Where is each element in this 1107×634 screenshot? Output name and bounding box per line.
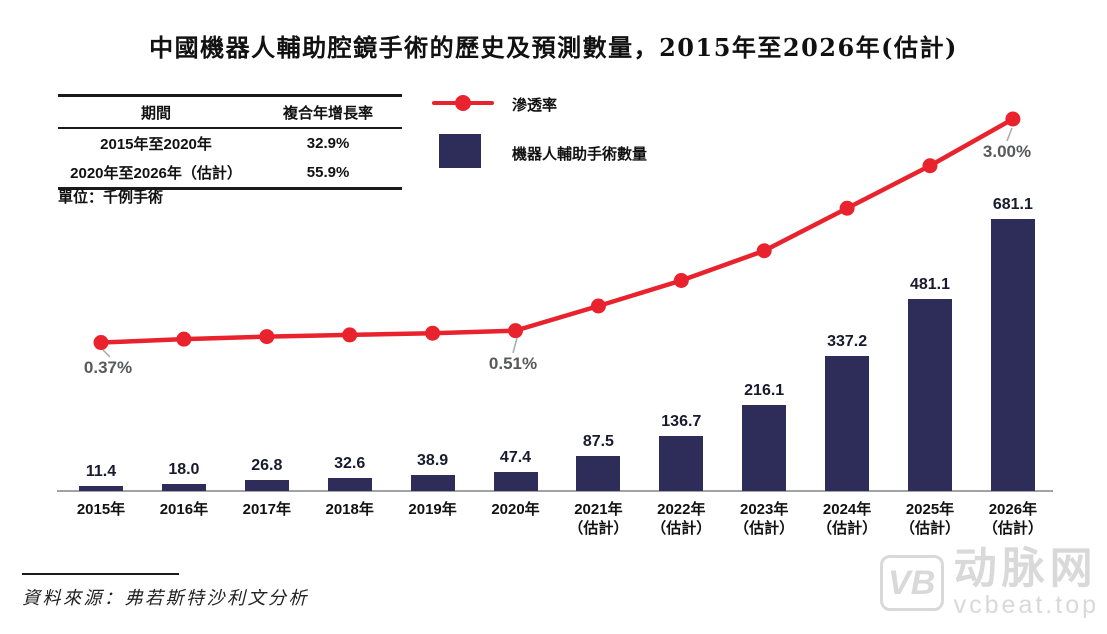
line-point bbox=[93, 335, 109, 351]
bar-value-label: 32.6 bbox=[334, 454, 366, 472]
line-point bbox=[590, 298, 606, 314]
line-point bbox=[342, 327, 358, 343]
cagr-rate-2020-2026: 55.9% bbox=[306, 164, 350, 181]
table-row: 2020年至2026年（估計） 55.9% bbox=[58, 158, 402, 189]
bar-value-label: 47.4 bbox=[499, 449, 532, 467]
watermark-site: vcbeat.top bbox=[953, 591, 1099, 619]
bar-2022年 bbox=[659, 436, 704, 491]
x-axis-label: 2021年 （估計） bbox=[568, 501, 629, 537]
bar-value-label: 481.1 bbox=[909, 275, 951, 293]
watermark: VB 动脉网 vcbeat.top bbox=[879, 545, 1099, 619]
line-point bbox=[176, 331, 192, 347]
cagr-table-header-row: 期間 複合年增長率 bbox=[58, 95, 402, 129]
bar-value-label: 337.2 bbox=[827, 333, 868, 351]
bar-value-label: 26.8 bbox=[251, 457, 283, 475]
bar-2026年 bbox=[990, 218, 1035, 491]
unit-note: 單位：千例手術 bbox=[58, 189, 164, 206]
x-axis-label: 2020年 bbox=[491, 501, 540, 518]
x-axis-label: 2015年 bbox=[76, 501, 126, 518]
bar-2024年 bbox=[825, 356, 870, 491]
bar-value-label: 87.5 bbox=[582, 433, 614, 450]
bar-2020年 bbox=[493, 472, 538, 491]
bar-2019年 bbox=[410, 475, 455, 491]
x-axis-label: 2016年 bbox=[159, 501, 209, 518]
label-leader-line bbox=[102, 349, 111, 358]
bar-2017年 bbox=[244, 480, 289, 491]
line-point bbox=[425, 325, 441, 341]
bar-2015年 bbox=[79, 486, 123, 491]
line-point bbox=[756, 243, 772, 259]
bar-2016年 bbox=[161, 483, 206, 491]
bar-value-label: 216.1 bbox=[744, 381, 785, 399]
bar-value-label: 681.1 bbox=[992, 195, 1033, 213]
chart-title: 中國機器人輔助腔鏡手術的歷史及預測數量，2015年至2026年(估計) bbox=[149, 33, 958, 62]
x-axis-label: 2019年 bbox=[408, 501, 457, 518]
line-point bbox=[922, 158, 938, 174]
x-axis-label: 2025年 （估計） bbox=[899, 501, 960, 537]
bar-2025年 bbox=[908, 298, 952, 491]
cagr-rate-2015-2020: 32.9% bbox=[306, 135, 350, 152]
penetration-label: 0.51% bbox=[488, 354, 538, 373]
cagr-period-2020-2026: 2020年至2026年（估計） bbox=[70, 165, 242, 182]
cagr-period-2015-2020: 2015年至2020年 bbox=[100, 136, 212, 153]
source-text: 資料來源：弗若斯特沙利文分析 bbox=[22, 588, 309, 609]
bar-2023年 bbox=[742, 404, 787, 491]
x-axis-label: 2018年 bbox=[325, 501, 374, 518]
bar-value-label: 38.9 bbox=[417, 452, 449, 470]
legend-bar-icon bbox=[439, 134, 481, 168]
source-divider bbox=[22, 573, 179, 575]
x-axis-line bbox=[57, 490, 1053, 492]
bar-value-label: 11.4 bbox=[85, 463, 117, 481]
line-point bbox=[508, 323, 523, 339]
bar-2018年 bbox=[327, 477, 372, 491]
x-axis-label: 2022年 （估計） bbox=[651, 501, 712, 537]
line-point bbox=[839, 200, 855, 216]
penetration-label: 3.00% bbox=[982, 142, 1032, 161]
penetration-line bbox=[100, 117, 1015, 345]
vcbeat-logo-icon: VB bbox=[879, 555, 944, 611]
legend-label-surgery-count: 機器人輔助手術數量 bbox=[512, 146, 648, 163]
watermark-name: 动脉网 bbox=[953, 545, 1098, 593]
cagr-header-period: 期間 bbox=[58, 95, 255, 129]
legend-line-dot-icon bbox=[455, 95, 471, 111]
table-row: 2015年至2020年 32.9% bbox=[58, 128, 402, 158]
x-axis-label: 2024年 （估計） bbox=[817, 501, 878, 537]
label-leader-line bbox=[512, 337, 518, 354]
penetration-label: 0.37% bbox=[83, 358, 133, 377]
bar-value-label: 136.7 bbox=[661, 413, 702, 431]
legend-label-penetration: 滲透率 bbox=[512, 97, 558, 114]
cagr-table: 期間 複合年增長率 2015年至2020年 32.9% 2020年至2026年（… bbox=[58, 94, 402, 190]
line-point bbox=[259, 329, 275, 345]
label-leader-line bbox=[1006, 127, 1013, 142]
x-axis-label: 2017年 bbox=[242, 501, 291, 518]
bar-value-label: 18.0 bbox=[168, 460, 200, 478]
cagr-header-rate: 複合年增長率 bbox=[254, 95, 402, 129]
line-point bbox=[673, 273, 689, 288]
x-axis-label: 2023年 （估計） bbox=[734, 501, 795, 537]
x-axis-label: 2026年 （估計） bbox=[982, 501, 1043, 537]
bar-2021年 bbox=[576, 456, 621, 491]
line-point bbox=[1005, 111, 1021, 127]
